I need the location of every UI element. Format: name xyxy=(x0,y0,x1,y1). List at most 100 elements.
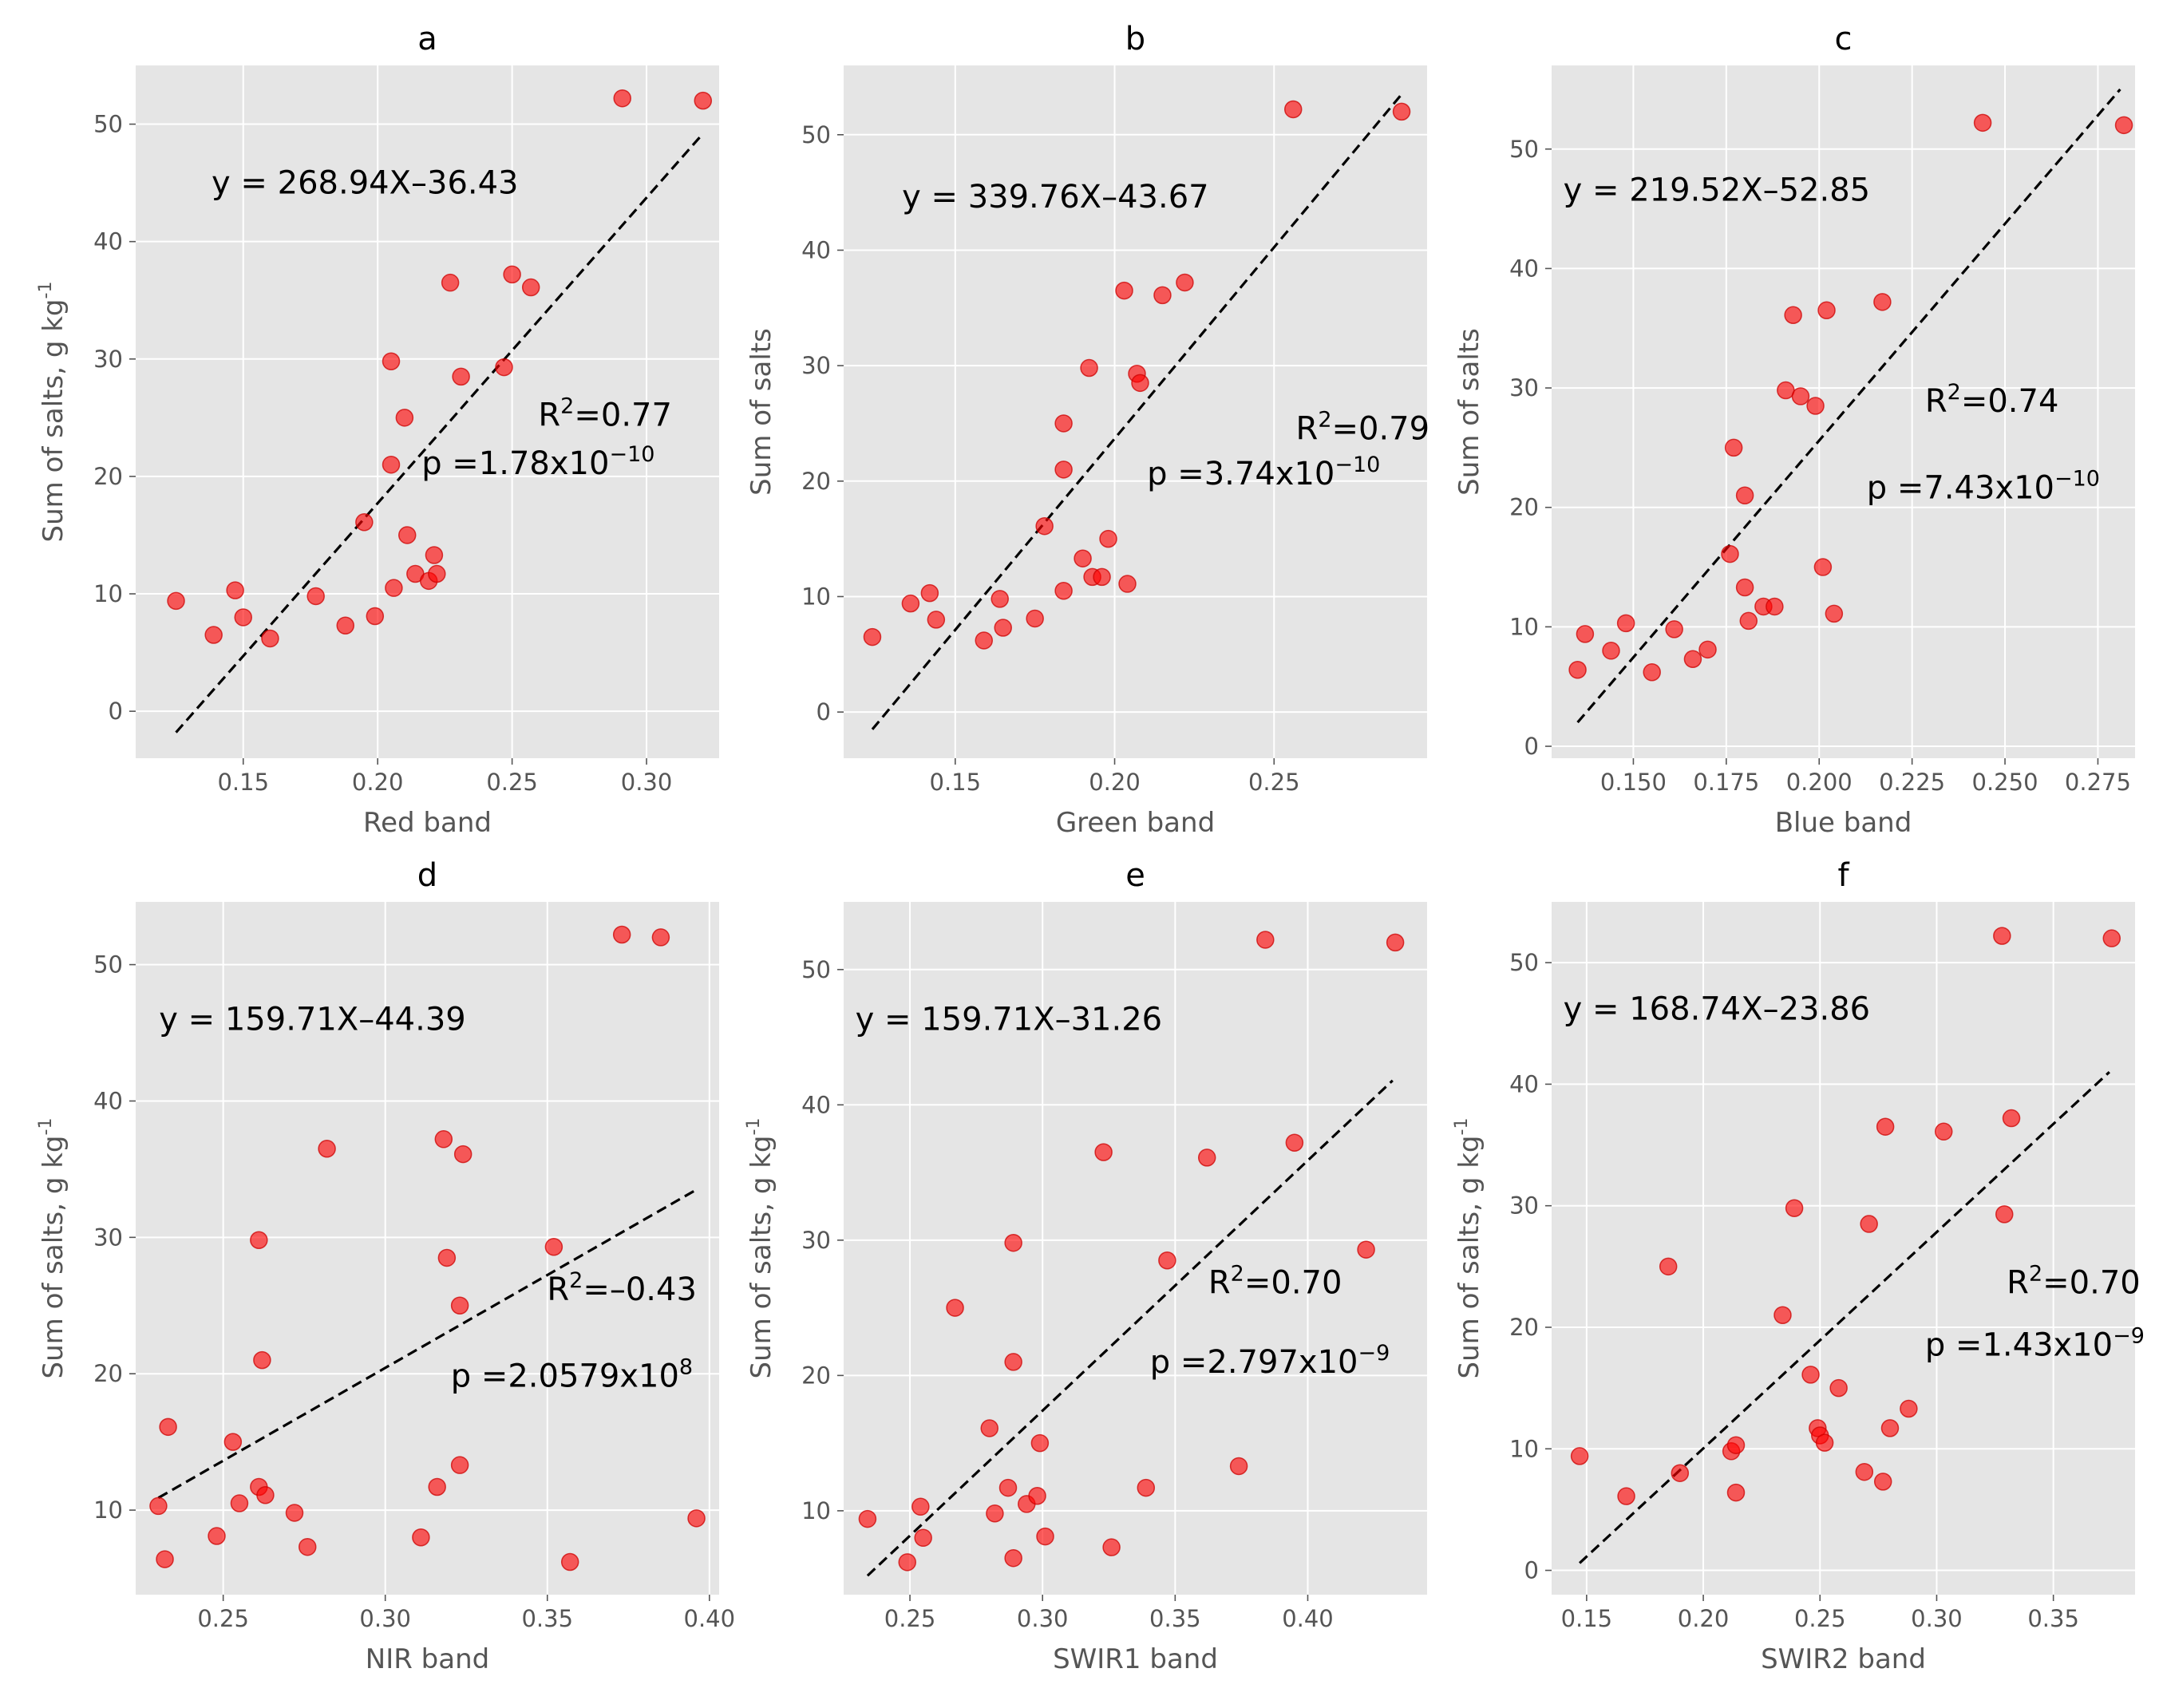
data-point xyxy=(1004,1353,1022,1371)
plot-area xyxy=(844,902,1427,1595)
data-point xyxy=(1873,293,1892,311)
data-point xyxy=(1036,1527,1054,1546)
data-point xyxy=(927,611,946,629)
y-tick-label: 50 xyxy=(801,956,831,983)
data-point xyxy=(1576,625,1595,643)
x-tick-label: 0.35 xyxy=(2027,1605,2079,1632)
data-point xyxy=(1386,933,1405,952)
data-point xyxy=(385,579,403,597)
r-squared-annotation: R2=0.79 xyxy=(1296,408,1430,448)
data-point xyxy=(382,352,401,370)
x-axis-label: SWIR2 band xyxy=(1761,1643,1926,1675)
data-point xyxy=(450,1296,469,1315)
data-point xyxy=(1285,1133,1304,1153)
data-point xyxy=(503,265,521,284)
regression-equation: y = 219.52X–52.85 xyxy=(1564,172,1871,208)
data-point xyxy=(159,1417,177,1437)
panel-title: f xyxy=(1837,857,1849,894)
p-value-annotation: p =3.74x10−10 xyxy=(1147,453,1380,492)
panel-title: a xyxy=(417,21,437,57)
p-value-annotation: p =2.797x10−9 xyxy=(1150,1341,1390,1381)
data-point xyxy=(253,1350,271,1370)
data-point xyxy=(226,581,244,599)
data-point xyxy=(1671,1464,1690,1482)
data-point xyxy=(1973,113,1992,132)
x-tick-label: 0.35 xyxy=(1149,1605,1201,1632)
x-tick-label: 0.25 xyxy=(1248,769,1300,796)
panel-c: c 0.150 0.175 0.200 0.225 0.250 0.275 0 10 20 30 4… xyxy=(1453,21,2135,839)
y-tick-label: 40 xyxy=(93,1087,123,1114)
data-point xyxy=(366,607,385,626)
data-point xyxy=(1766,597,1784,616)
y-tick-label: 30 xyxy=(801,352,831,379)
plot-area xyxy=(844,65,1427,758)
x-axis-label: Red band xyxy=(363,807,492,839)
data-point xyxy=(250,1231,268,1249)
data-point xyxy=(694,91,713,110)
x-tick-label: 0.30 xyxy=(1017,1605,1069,1632)
y-tick-label: 40 xyxy=(801,1091,831,1118)
data-point xyxy=(1683,650,1702,669)
data-point xyxy=(1993,927,2011,945)
data-point xyxy=(1074,549,1092,567)
data-point xyxy=(1093,567,1111,587)
data-point xyxy=(1054,581,1073,600)
data-point xyxy=(434,1130,453,1149)
r-squared-annotation: R2=0.74 xyxy=(1925,380,2059,420)
data-point xyxy=(223,1433,243,1451)
x-tick-label: 0.25 xyxy=(884,1605,936,1632)
data-point xyxy=(998,1478,1018,1497)
data-point xyxy=(441,273,460,292)
data-point xyxy=(1825,604,1844,623)
y-tick-label: 50 xyxy=(801,121,831,148)
data-point xyxy=(920,583,939,603)
data-point xyxy=(1080,358,1098,378)
panel-d: d 0.25 0.30 0.35 0.40 10 20 30 40 50 NIR band Sum … xyxy=(36,857,735,1675)
x-tick-label: 0.30 xyxy=(359,1605,411,1632)
data-point xyxy=(1784,306,1802,325)
plot-area xyxy=(136,65,719,758)
data-point xyxy=(1665,620,1683,639)
data-point xyxy=(234,608,252,627)
data-point xyxy=(1176,273,1194,292)
data-point xyxy=(1256,931,1275,949)
regression-equation: y = 268.94X–36.43 xyxy=(212,165,519,202)
data-point xyxy=(991,590,1009,608)
x-axis-label: Blue band xyxy=(1775,807,1912,839)
panel-f: f 0.15 0.20 0.25 0.30 0.35 0 10 20 30 40 50 SWIR2 b… xyxy=(1452,857,2145,1675)
regression-equation: y = 159.71X–31.26 xyxy=(856,1002,1163,1038)
data-point xyxy=(453,1145,473,1164)
y-tick-label: 30 xyxy=(801,1227,831,1254)
y-axis-label: Sum of salts, g kg-1 xyxy=(36,1118,69,1379)
panel-b: b 0.15 0.20 0.25 0 10 20 30 40 50 Green band Sum o… xyxy=(745,21,1429,839)
y-tick-label: 50 xyxy=(1509,136,1539,163)
data-point xyxy=(1004,1548,1022,1568)
y-tick-label: 10 xyxy=(93,580,123,607)
y-tick-label: 10 xyxy=(93,1496,123,1524)
data-point xyxy=(1004,1233,1022,1252)
data-point xyxy=(1817,301,1836,320)
data-point xyxy=(208,1527,226,1545)
y-tick-label: 10 xyxy=(801,1497,831,1524)
x-tick-label: 0.30 xyxy=(1911,1605,1963,1632)
data-point xyxy=(1131,374,1149,393)
data-point xyxy=(1806,397,1825,415)
regression-equation: y = 339.76X–43.67 xyxy=(902,179,1209,215)
data-point xyxy=(980,1419,998,1437)
data-point xyxy=(1099,529,1117,548)
data-point xyxy=(149,1496,168,1516)
x-tick-label: 0.25 xyxy=(197,1605,249,1632)
data-point xyxy=(1102,1538,1121,1556)
y-tick-label: 20 xyxy=(1509,494,1539,521)
y-axis-label: Sum of salts, g kg-1 xyxy=(1452,1118,1485,1379)
data-point xyxy=(1035,516,1054,536)
y-tick-label: 10 xyxy=(1509,613,1539,640)
plot-area xyxy=(1552,902,2135,1595)
y-axis-label: Sum of salts xyxy=(745,328,777,496)
data-point xyxy=(1739,611,1758,631)
data-point xyxy=(306,587,325,606)
data-point xyxy=(1777,381,1795,400)
data-point xyxy=(1721,544,1739,563)
data-point xyxy=(1028,1486,1046,1505)
